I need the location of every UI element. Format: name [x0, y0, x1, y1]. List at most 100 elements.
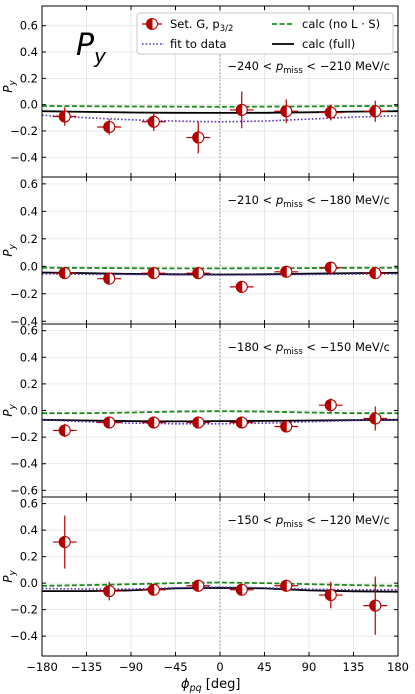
data-point: [363, 406, 388, 431]
data-marker-half: [286, 105, 292, 117]
data-marker-half: [241, 416, 248, 428]
y-tick-label: −0.4: [10, 629, 38, 643]
y-tick-label: 0.0: [20, 576, 38, 590]
x-tick-label: −45: [163, 660, 187, 674]
data-point: [229, 280, 254, 293]
data-marker-half: [375, 412, 381, 424]
y-tick-label: 0.6: [20, 497, 38, 511]
y-tick-label: 0.2: [20, 232, 38, 246]
data-point: [141, 416, 166, 429]
big-py-label: Py: [76, 28, 107, 68]
data-marker-half: [286, 420, 292, 432]
data-marker-half: [375, 600, 381, 612]
y-tick-label: 0.2: [20, 550, 38, 564]
data-marker-half: [109, 585, 115, 597]
data-point: [274, 265, 299, 278]
series-calc-full: [42, 110, 398, 114]
data-point: [229, 583, 254, 596]
x-tick-label: −90: [119, 660, 143, 674]
data-marker-half: [375, 267, 381, 279]
y-tick-label: −0.2: [10, 603, 38, 617]
data-marker-half: [198, 580, 204, 592]
data-point: [141, 267, 166, 280]
data-point: [318, 581, 343, 609]
data-marker-half: [153, 584, 160, 596]
data-marker-half: [109, 416, 115, 428]
series-fit: [42, 273, 398, 276]
legend-fit-label: fit to data: [170, 37, 227, 51]
series-calc-full: [42, 271, 398, 276]
panel-annotation: −180 < pmiss < −150 MeV/c: [227, 340, 390, 357]
y-tick-label: 0.4: [20, 523, 38, 537]
data-marker-half: [241, 104, 248, 116]
data-marker-half: [241, 281, 248, 293]
legend-full-label: calc (full): [302, 37, 355, 51]
x-axis-label: ϕpq [deg]: [181, 677, 240, 694]
data-marker-half: [153, 116, 160, 128]
y-axis-label: Py: [1, 80, 18, 93]
legend-data-marker: [142, 18, 162, 30]
data-marker-half: [64, 536, 71, 548]
data-marker-half: [64, 110, 71, 122]
panel-plot-area: [42, 398, 398, 438]
x-tick-label: −135: [71, 660, 103, 674]
y-tick-label: −0.4: [10, 314, 38, 328]
panels-group: −0.4 −0.2 0.0 0.2 0.4 0.6 Py −240 < pmiss < −21…: [1, 5, 409, 674]
y-tick-label: −0.4: [10, 457, 38, 471]
legend-nols-label: calc (no L · S): [302, 17, 380, 31]
data-point: [186, 579, 211, 592]
data-point: [274, 99, 299, 124]
y-tick-label: 0.2: [20, 71, 38, 85]
y-tick-label: 0.0: [20, 259, 38, 273]
panel-annotation: −210 < pmiss < −180 MeV/c: [227, 193, 390, 210]
data-point: [363, 267, 388, 280]
data-point: [97, 416, 122, 429]
y-tick-label: 0.0: [20, 404, 38, 418]
y-tick-label: 0.4: [20, 45, 38, 59]
y-tick-label: 0.0: [20, 98, 38, 112]
series-fit: [42, 586, 398, 591]
panel-2: −0.4 −0.2 0.0 0.2 0.4 0.6 Py −210 < pmiss < −18…: [1, 176, 399, 328]
data-point: [318, 104, 343, 121]
x-tick-label: 135: [343, 660, 365, 674]
data-point: [97, 272, 122, 285]
data-point: [52, 267, 77, 280]
data-point: [186, 267, 211, 280]
data-point: [229, 91, 254, 129]
data-point: [318, 261, 343, 274]
y-tick-label: −0.2: [10, 287, 38, 301]
data-point: [229, 416, 254, 429]
panel-plot-area: [42, 261, 398, 293]
x-tick-label: 0: [216, 660, 223, 674]
x-tick-label: −180: [26, 660, 58, 674]
x-tick-label: 180: [387, 660, 409, 674]
y-axis-label: Py: [1, 570, 18, 583]
data-marker-half: [375, 105, 381, 117]
series-calc-no-ls: [42, 105, 398, 108]
data-marker-half: [286, 580, 292, 592]
y-tick-label: 0.6: [20, 19, 38, 33]
y-tick-label: 0.2: [20, 377, 38, 391]
series-calc-no-ls: [42, 410, 398, 415]
panel-plot-area: [42, 91, 398, 154]
y-tick-label: −0.6: [10, 483, 38, 497]
data-marker-half: [153, 416, 160, 428]
legend-box: [136, 12, 394, 55]
data-point: [97, 581, 122, 601]
data-point: [318, 398, 343, 412]
data-marker-half: [330, 262, 337, 274]
data-point: [363, 576, 388, 635]
data-point: [52, 515, 77, 569]
y-axis-label: Py: [1, 404, 18, 417]
data-point: [52, 107, 77, 126]
x-tick-label: 90: [302, 660, 317, 674]
data-point: [97, 119, 122, 135]
series-calc-no-ls: [42, 581, 398, 587]
data-point: [186, 416, 211, 429]
data-marker-half: [198, 267, 204, 279]
data-point: [141, 112, 166, 131]
data-marker-half: [109, 121, 115, 133]
data-marker-half: [198, 416, 204, 428]
y-tick-label: 0.4: [20, 350, 38, 364]
legend-data-label: Set. G, p3/2: [170, 17, 233, 34]
